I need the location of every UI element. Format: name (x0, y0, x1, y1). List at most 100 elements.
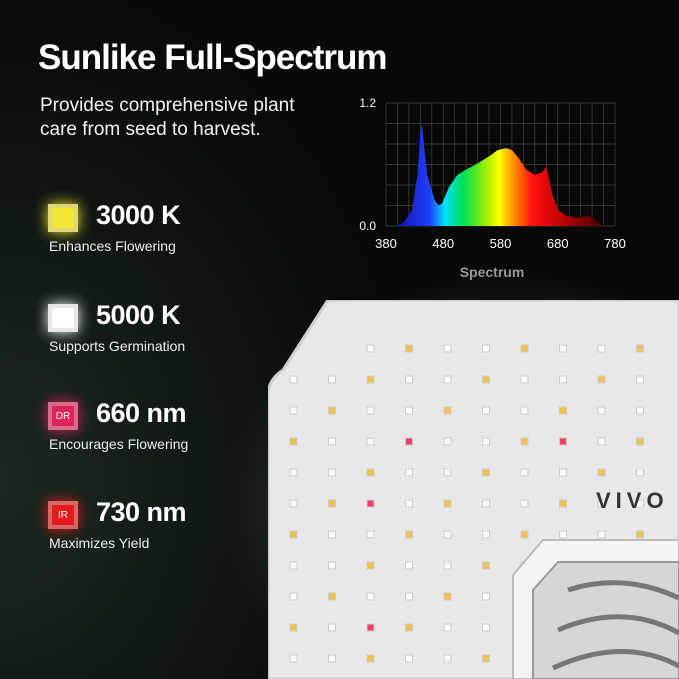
led-chip (520, 530, 529, 539)
led-chip (366, 654, 375, 663)
badge-dr: DR (55, 410, 71, 422)
led-chip (482, 406, 490, 415)
fan-grill (532, 561, 679, 679)
feature-value: 3000 K (96, 200, 181, 230)
x-axis-label: Spectrum (460, 264, 525, 280)
led-chip (597, 406, 606, 415)
led-chip (443, 468, 452, 477)
led-swatch-infrared: IR (48, 501, 78, 529)
fan-icon (551, 580, 679, 671)
led-chip (636, 530, 644, 539)
led-chip (636, 468, 644, 477)
led-chip (405, 561, 413, 570)
led-chip (520, 437, 529, 446)
page-title: Sunlike Full-Spectrum (38, 38, 387, 77)
led-chip (405, 468, 413, 477)
led-chip (636, 437, 644, 446)
led-chip (597, 530, 606, 539)
led-chip (289, 592, 298, 601)
led-chip (443, 654, 452, 663)
led-chip (597, 468, 606, 477)
feature-value: 730 nm (96, 497, 187, 527)
led-chip (366, 561, 375, 570)
led-chip (405, 406, 413, 415)
feature-value: 5000 K (96, 300, 181, 330)
led-chip (366, 592, 375, 601)
led-chip (366, 344, 375, 353)
led-chip (405, 344, 413, 353)
led-swatch-yellow (48, 204, 78, 232)
led-chip (559, 530, 567, 539)
led-chip (328, 530, 336, 539)
feature-value: 660 nm (96, 398, 187, 428)
led-chip (328, 406, 336, 415)
led-chip (636, 499, 644, 508)
led-chip (289, 530, 298, 539)
led-chip (443, 406, 452, 415)
led-chip (289, 468, 298, 477)
led-chip (443, 530, 452, 539)
led-chip (443, 437, 452, 446)
led-chip (289, 406, 298, 415)
x-tick-label: 680 (547, 236, 569, 251)
led-chip (482, 530, 490, 539)
led-chip (405, 530, 413, 539)
led-chip (443, 592, 452, 601)
badge-ir: IR (58, 509, 68, 521)
led-chip (597, 375, 606, 384)
spectrum-area (394, 123, 604, 226)
led-chip (405, 437, 413, 446)
led-chip (328, 654, 336, 663)
led-chip (597, 499, 606, 508)
led-chip (636, 406, 644, 415)
led-chip (482, 499, 490, 508)
led-chip (328, 499, 336, 508)
led-chip (559, 344, 567, 353)
led-chip (636, 344, 644, 353)
led-chip (482, 623, 490, 632)
led-chip (482, 437, 490, 446)
led-chip (482, 375, 490, 384)
led-chip (405, 654, 413, 663)
led-chip (328, 468, 336, 477)
led-chip (405, 623, 413, 632)
spectrum-chart: 380 480 580 680 780 1.2 0.0 Spectrum (359, 96, 626, 280)
led-chip (559, 468, 567, 477)
y-tick-label: 1.2 (359, 96, 376, 110)
led-chip (443, 499, 452, 508)
led-chip (597, 437, 606, 446)
led-chip (443, 623, 452, 632)
led-chip (366, 530, 375, 539)
led-chip (289, 654, 298, 663)
led-chip (482, 654, 490, 663)
grow-light-panel: VIVO (268, 300, 679, 679)
led-chip (636, 375, 644, 384)
led-chip (366, 623, 375, 632)
led-chip (443, 561, 452, 570)
x-tick-label: 780 (604, 236, 626, 251)
led-chip (597, 344, 606, 353)
led-chip (366, 468, 375, 477)
led-chip (366, 375, 375, 384)
led-swatch-deep-red: DR (48, 402, 78, 430)
led-chip (289, 623, 298, 632)
led-chip (443, 375, 452, 384)
feature-description: Encourages Flowering (49, 436, 189, 452)
led-chip (328, 375, 336, 384)
feature-description: Enhances Flowering (49, 238, 176, 254)
led-chip (289, 499, 298, 508)
led-chip (520, 499, 529, 508)
led-chip (443, 344, 452, 353)
led-chip (366, 499, 375, 508)
led-chip (328, 561, 336, 570)
led-chip (482, 344, 490, 353)
led-chip (405, 592, 413, 601)
subtitle: Provides comprehensive plant care from s… (40, 95, 295, 140)
led-chip (520, 375, 529, 384)
led-chip (366, 406, 375, 415)
led-chip (559, 499, 567, 508)
x-tick-label: 580 (490, 236, 512, 251)
feature-description: Maximizes Yield (49, 535, 150, 551)
led-chip (328, 437, 336, 446)
led-chip (482, 561, 490, 570)
